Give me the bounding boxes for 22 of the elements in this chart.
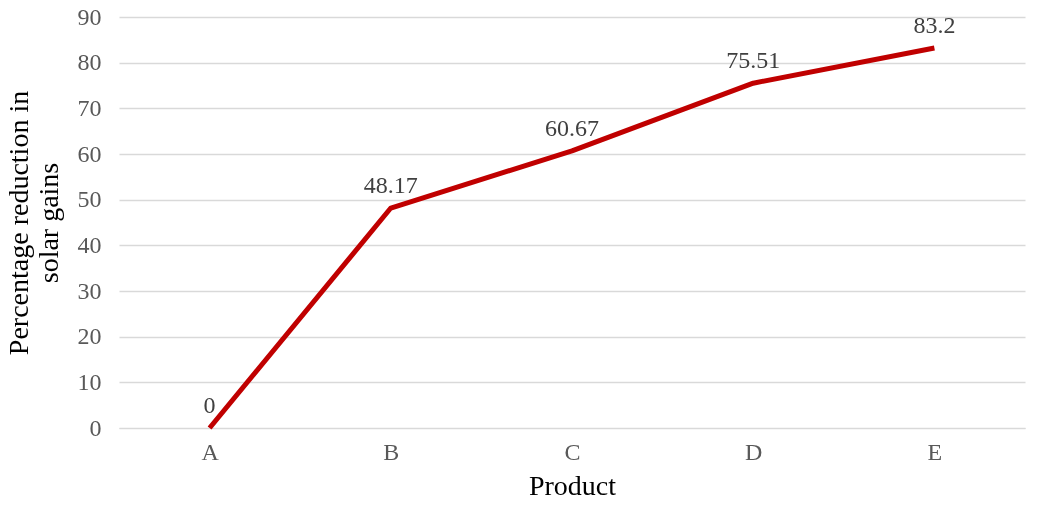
y-tick-label: 60 bbox=[77, 140, 102, 167]
data-label: 83.2 bbox=[913, 12, 956, 39]
y-tick-label: 40 bbox=[77, 231, 102, 258]
x-tick-label: A bbox=[201, 438, 220, 465]
y-tick-label: 30 bbox=[77, 277, 102, 304]
y-tick-label: 20 bbox=[77, 323, 102, 350]
data-label: 0 bbox=[203, 392, 216, 418]
y-axis-title: Percentage reduction in solar gains bbox=[2, 90, 64, 356]
y-tick-label: 80 bbox=[77, 49, 102, 76]
x-tick-label: D bbox=[745, 438, 763, 465]
data-label: 75.51 bbox=[726, 47, 781, 74]
y-tick-label: 10 bbox=[77, 368, 102, 395]
data-label: 48.17 bbox=[363, 172, 418, 199]
y-tick-label: 0 bbox=[89, 414, 102, 441]
x-tick-label: C bbox=[564, 438, 581, 465]
data-label: 60.67 bbox=[545, 114, 599, 141]
y-tick-label: 50 bbox=[77, 186, 102, 213]
y-tick-label: 90 bbox=[77, 3, 102, 30]
x-tick-label: E bbox=[927, 438, 943, 465]
x-tick-label: B bbox=[383, 438, 400, 465]
x-axis-title: Product bbox=[528, 469, 617, 501]
y-tick-label: 70 bbox=[77, 94, 102, 121]
